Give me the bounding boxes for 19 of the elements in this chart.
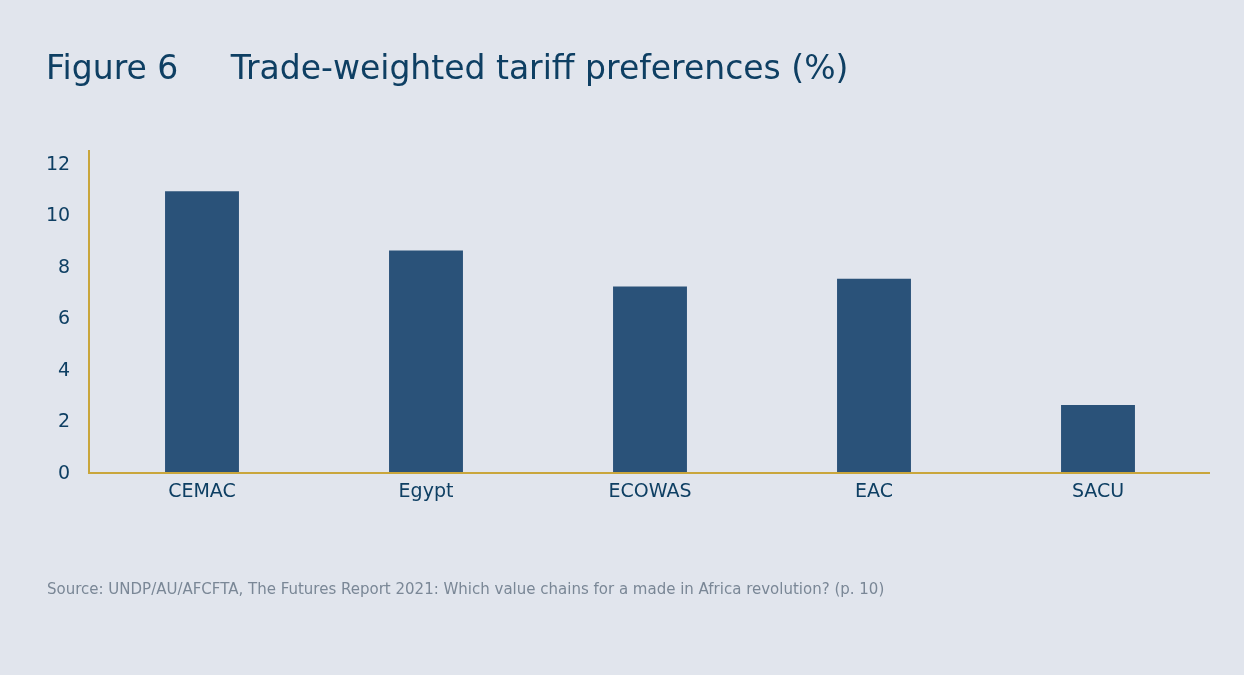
bar — [165, 191, 239, 472]
y-tick-label: 10 — [46, 203, 71, 226]
chart-title: Figure 6 Trade-weighted tariff preferences (%) — [46, 48, 849, 88]
y-tick-label: 6 — [58, 306, 71, 329]
x-tick-label: SACU — [1071, 478, 1125, 501]
bar — [837, 278, 911, 472]
y-tick-label: 2 — [58, 409, 71, 432]
bar — [389, 250, 463, 472]
y-tick-label: 0 — [58, 460, 71, 483]
bar — [613, 286, 687, 472]
x-tick-label: Egypt — [398, 478, 454, 501]
source-note: Source: UNDP/AU/AFCFTA, The Futures Report 2021: Which value chains for a made in Africa revolution? (p. 10) — [47, 580, 885, 598]
x-tick-label: CEMAC — [168, 478, 236, 501]
y-tick-label: 12 — [46, 151, 71, 174]
x-tick-label: EAC — [855, 478, 893, 501]
bar — [1061, 405, 1135, 472]
y-tick-label: 8 — [58, 254, 71, 277]
y-tick-label: 4 — [58, 357, 71, 380]
x-tick-label: ECOWAS — [608, 478, 692, 501]
